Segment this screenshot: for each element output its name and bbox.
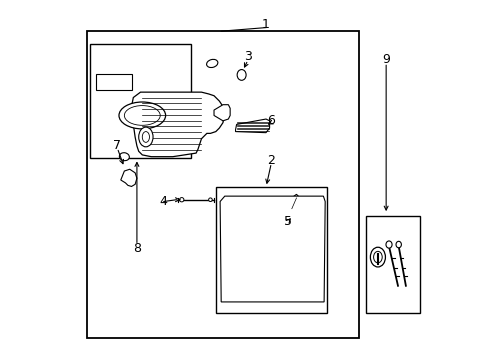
Ellipse shape xyxy=(179,198,183,202)
Text: 9: 9 xyxy=(382,53,389,66)
Polygon shape xyxy=(220,196,325,302)
Text: 7: 7 xyxy=(113,139,121,152)
Text: 6: 6 xyxy=(267,114,275,127)
Bar xyxy=(86,31,359,338)
Ellipse shape xyxy=(206,59,218,68)
Bar xyxy=(96,74,131,90)
Ellipse shape xyxy=(369,247,385,267)
Ellipse shape xyxy=(124,105,160,125)
Bar xyxy=(228,220,316,230)
Ellipse shape xyxy=(119,102,165,129)
Text: 4: 4 xyxy=(160,195,167,208)
Bar xyxy=(90,44,190,158)
Text: 2: 2 xyxy=(267,154,275,167)
Text: 1: 1 xyxy=(262,18,269,31)
Ellipse shape xyxy=(395,241,401,248)
Polygon shape xyxy=(131,92,224,157)
Text: 5: 5 xyxy=(283,215,291,228)
Bar xyxy=(215,187,326,313)
Ellipse shape xyxy=(385,241,391,248)
Text: 8: 8 xyxy=(133,242,141,255)
Ellipse shape xyxy=(142,132,149,142)
Bar xyxy=(366,216,419,313)
Polygon shape xyxy=(121,169,137,186)
Ellipse shape xyxy=(119,153,129,161)
Polygon shape xyxy=(287,194,298,218)
Ellipse shape xyxy=(139,127,153,147)
Ellipse shape xyxy=(208,198,212,202)
Bar xyxy=(228,244,316,252)
Ellipse shape xyxy=(373,251,382,263)
Ellipse shape xyxy=(237,69,245,80)
Text: 3: 3 xyxy=(244,50,251,63)
Polygon shape xyxy=(235,119,269,133)
Polygon shape xyxy=(214,105,230,121)
